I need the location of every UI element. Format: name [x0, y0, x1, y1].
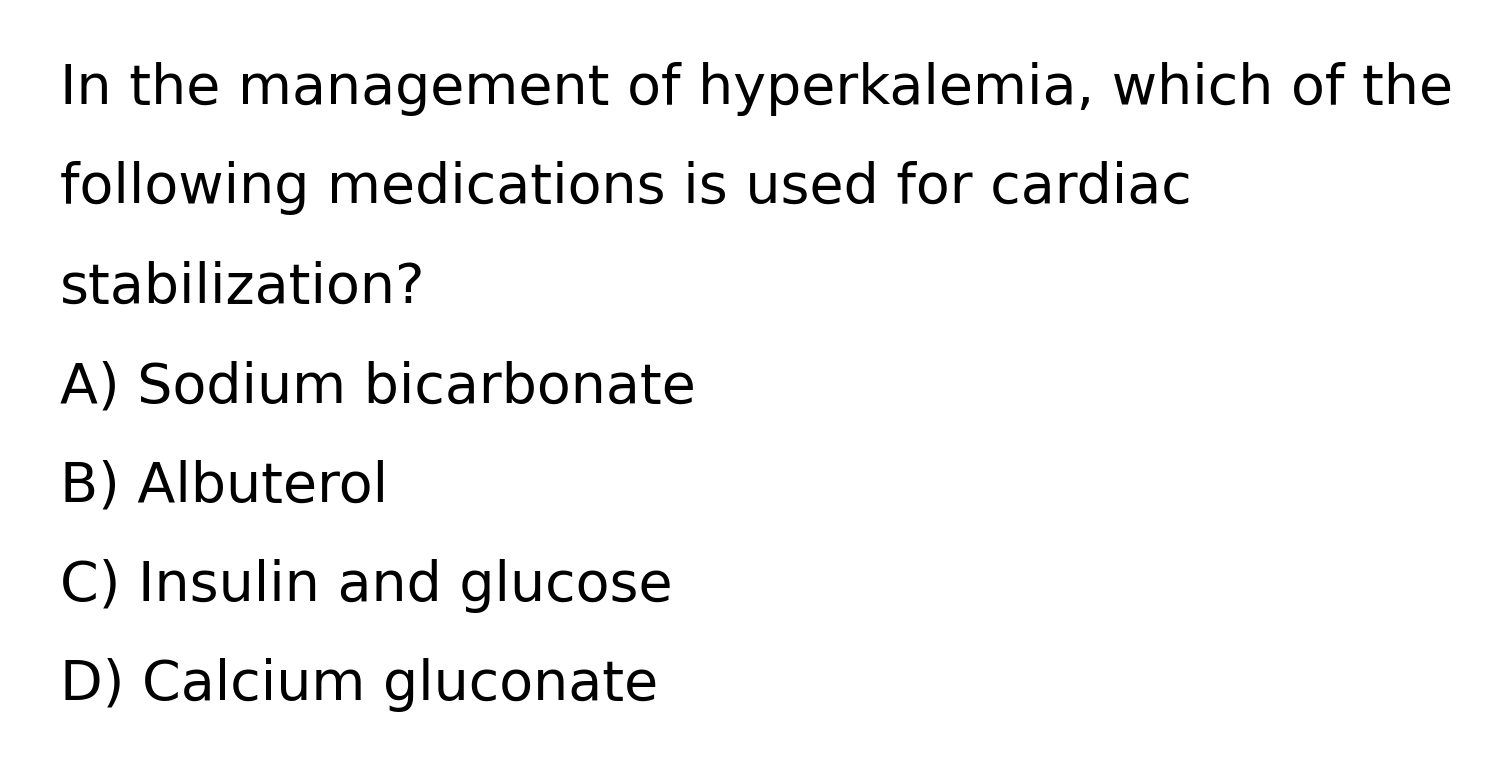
Text: D) Calcium gluconate: D) Calcium gluconate	[60, 658, 658, 712]
Text: following medications is used for cardiac: following medications is used for cardia…	[60, 161, 1191, 216]
Text: In the management of hyperkalemia, which of the: In the management of hyperkalemia, which…	[60, 62, 1454, 116]
Text: B) Albuterol: B) Albuterol	[60, 459, 388, 514]
Text: A) Sodium bicarbonate: A) Sodium bicarbonate	[60, 360, 696, 414]
Text: stabilization?: stabilization?	[60, 261, 426, 315]
Text: C) Insulin and glucose: C) Insulin and glucose	[60, 559, 672, 613]
